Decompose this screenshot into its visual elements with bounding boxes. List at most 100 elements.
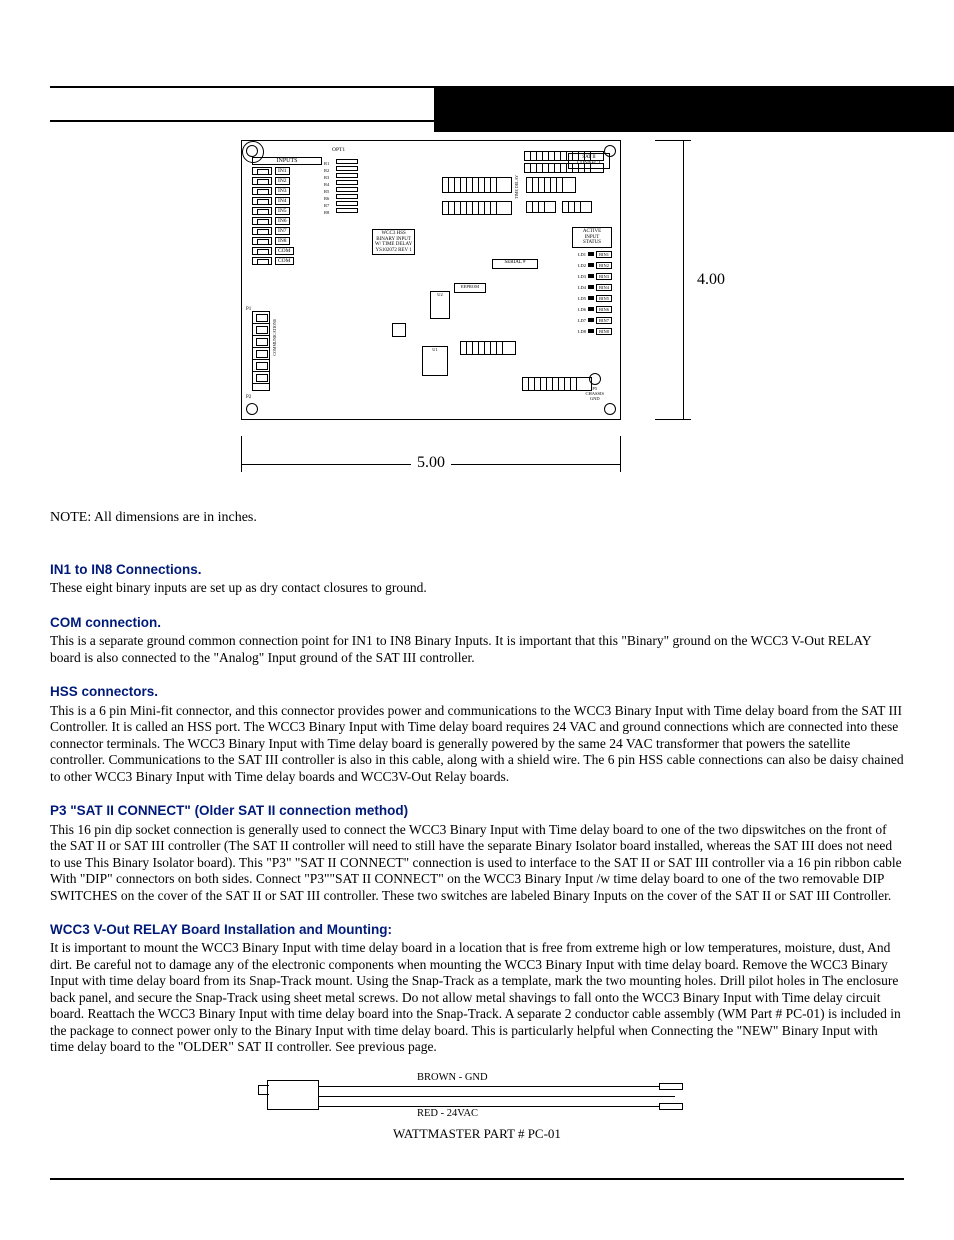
resistor-icon: [336, 166, 358, 171]
terminal-icon: [252, 237, 272, 245]
cable-diagram: BROWN - GND RED - 24VAC WATTMASTER PART …: [267, 1074, 687, 1144]
chassis-gnd: P5 CHASSIS GND: [585, 373, 604, 401]
dip-switch-icon: [442, 177, 512, 193]
communications-label: COMMUNICATIONS: [272, 319, 280, 356]
resistor-icon: [336, 187, 358, 192]
r-label: R6: [324, 196, 336, 201]
led-icon: [588, 285, 594, 289]
terminal-icon: [252, 167, 272, 175]
led-icon: [588, 274, 594, 278]
led-icon: [588, 252, 594, 256]
input-label: COM: [275, 247, 294, 255]
section-body: This is a 6 pin Mini-fit connector, and …: [50, 703, 904, 785]
led-icon: [588, 329, 594, 333]
ld-label: LD3: [578, 274, 586, 279]
r-label: R3: [324, 175, 336, 180]
bin-row: LD4BIN4: [578, 282, 612, 292]
input-row: COM: [252, 247, 322, 255]
legend-line: W/ TIME DELAY: [375, 242, 412, 248]
resistor-icon: [336, 159, 358, 164]
input-label: IN3: [275, 187, 290, 195]
dim-cap-icon: [655, 419, 691, 420]
ld-label: LD6: [578, 307, 586, 312]
wire-label-red: RED - 24VAC: [417, 1108, 478, 1119]
resistor-cluster: R1 R2 R3 R4 R5 R6 R7 R8: [324, 159, 360, 215]
bin-status-column: LD1BIN1 LD2BIN2 LD3BIN3 LD4BIN4 LD5BIN5 …: [578, 249, 612, 337]
inputs-header: INPUTS: [252, 157, 322, 165]
satii-connect-box: SAT II CONNECT: [568, 153, 610, 169]
led-icon: [588, 296, 594, 300]
bin-row: LD8BIN8: [578, 326, 612, 336]
dip-switch-icon: [526, 201, 556, 213]
satii-line: CONNECT: [569, 161, 609, 167]
input-label: IN7: [275, 227, 290, 235]
r-label: R4: [324, 182, 336, 187]
terminal-icon: [252, 177, 272, 185]
terminal-icon: [252, 217, 272, 225]
dim-cap-icon: [655, 140, 691, 141]
bin-label: BIN7: [596, 317, 612, 324]
terminal-icon: [252, 187, 272, 195]
u1-chip: U1: [422, 346, 448, 376]
input-row: IN8: [252, 237, 322, 245]
header-icon: [522, 377, 592, 391]
bin-row: LD6 BIN6: [578, 304, 612, 314]
header-area: [50, 86, 904, 122]
bin-label: BIN2: [596, 262, 612, 269]
time-delay-label: TIME DELAY: [514, 175, 526, 199]
section-com: COM connection. This is a separate groun…: [50, 615, 904, 666]
section-in1-in8: IN1 to IN8 Connections. These eight bina…: [50, 562, 904, 597]
bin-label: BIN4: [596, 284, 612, 291]
p2-label: P2: [246, 395, 251, 400]
bin-row: LD3 BIN3: [578, 271, 612, 281]
section-body: These eight binary inputs are set up as …: [50, 580, 904, 596]
chassis-line: GND: [585, 396, 604, 401]
input-label: COM: [275, 257, 294, 265]
input-row: IN6: [252, 217, 322, 225]
width-value: 5.00: [411, 454, 451, 472]
section-body: It is important to mount the WCC3 Binary…: [50, 940, 904, 1055]
dip-switch-icon: [562, 201, 592, 213]
dim-line-icon: [683, 140, 684, 420]
terminal-end-icon: [659, 1083, 683, 1090]
led-icon: [588, 307, 594, 311]
pcb-figure: OPT1 INPUTS IN1 IN2 IN3 IN4 IN5 IN6 IN7 …: [217, 140, 737, 500]
black-banner: [434, 86, 954, 132]
bin-label: BIN3: [596, 273, 612, 280]
section-title: WCC3 V-Out RELAY Board Installation and …: [50, 922, 904, 938]
r-label: R5: [324, 189, 336, 194]
ld-label: LD1: [578, 252, 586, 257]
rule-bottom: [50, 1178, 904, 1180]
dimensions-note: NOTE: All dimensions are in inches.: [50, 510, 904, 526]
board-legend: WCC3 HSS BINARY INPUT W/ TIME DELAY YS10…: [372, 229, 415, 255]
height-value: 4.00: [697, 271, 725, 289]
input-label: IN2: [275, 177, 290, 185]
section-title: COM connection.: [50, 615, 904, 631]
r-label: R7: [324, 203, 336, 208]
bin-row: LD7BIN7: [578, 315, 612, 325]
legend-line: YS102072 REV 1: [375, 248, 412, 254]
r-label: R8: [324, 210, 336, 215]
bin-label: BIN6: [596, 306, 612, 313]
section-body: This is a separate ground common connect…: [50, 633, 904, 666]
dip-switch-icon: [442, 201, 512, 215]
section-p3: P3 "SAT II CONNECT" (Older SAT II connec…: [50, 803, 904, 904]
plug-icon: [267, 1080, 319, 1110]
section-title: IN1 to IN8 Connections.: [50, 562, 904, 578]
terminal-icon: [252, 227, 272, 235]
ground-ring-icon: [589, 373, 601, 385]
led-icon: [588, 318, 594, 322]
terminal-icon: [252, 197, 272, 205]
bin-label: BIN1: [596, 251, 612, 258]
section-title: HSS connectors.: [50, 684, 904, 700]
chip-icon: [392, 323, 406, 337]
dim-cap-icon: [241, 436, 242, 472]
status-line: STATUS: [573, 240, 611, 246]
input-row: IN4: [252, 197, 322, 205]
section-title: P3 "SAT II CONNECT" (Older SAT II connec…: [50, 803, 904, 819]
status-box: ACTIVE INPUT STATUS: [572, 227, 612, 248]
serial-box: SERIAL #: [492, 259, 538, 269]
r-label: R1: [324, 161, 336, 166]
dip-switch-icon: [526, 177, 576, 193]
width-dimension: 5.00: [241, 436, 621, 476]
